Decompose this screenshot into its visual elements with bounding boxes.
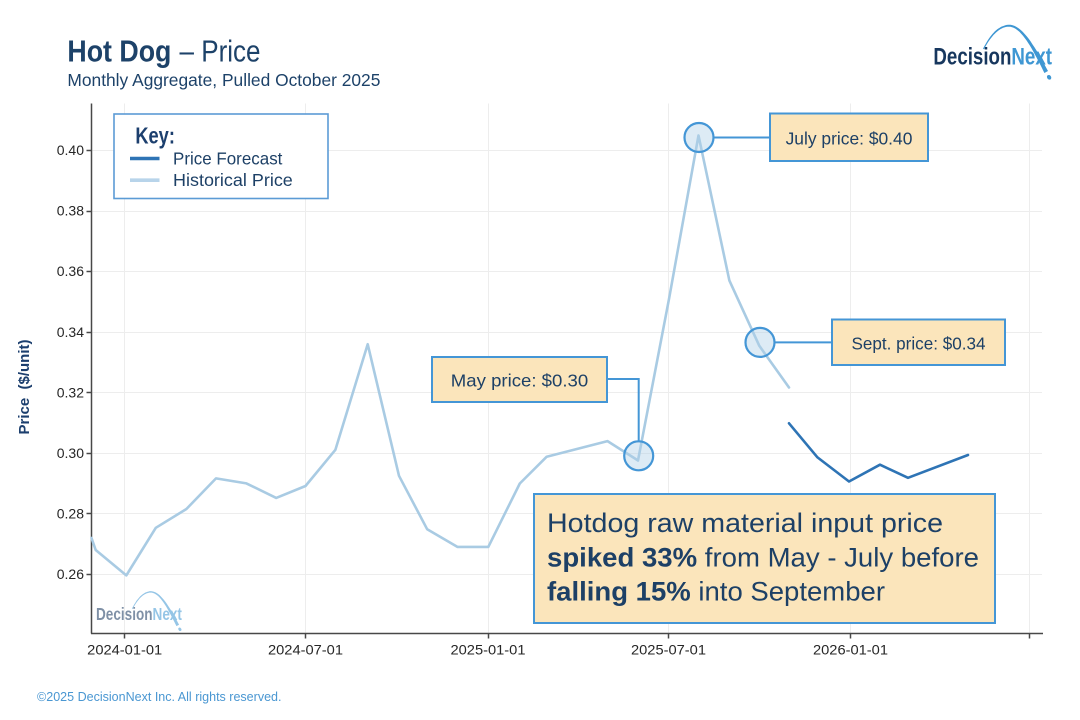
svg-text:Hot Dog: Hot Dog xyxy=(67,33,171,68)
svg-text:Monthly Aggregate, Pulled Octo: Monthly Aggregate, Pulled October 2025 xyxy=(67,70,380,90)
svg-text:0.28: 0.28 xyxy=(57,506,84,522)
svg-text:spiked 33% from May - July bef: spiked 33% from May - July before xyxy=(547,542,979,572)
svg-text:May price: $0.30: May price: $0.30 xyxy=(451,370,589,390)
svg-text:©2025 DecisionNext Inc. All ri: ©2025 DecisionNext Inc. All rights reser… xyxy=(37,689,282,704)
svg-text:0.38: 0.38 xyxy=(57,203,84,219)
svg-text:0.32: 0.32 xyxy=(57,384,84,400)
svg-text:0.40: 0.40 xyxy=(57,142,84,158)
svg-text:Price Forecast: Price Forecast xyxy=(173,148,283,168)
svg-text:July price: $0.40: July price: $0.40 xyxy=(786,128,913,148)
svg-text:2026-01-01: 2026-01-01 xyxy=(813,642,888,658)
svg-text:2025-01-01: 2025-01-01 xyxy=(451,642,526,658)
svg-text:0.36: 0.36 xyxy=(57,263,84,279)
svg-text:– Price: – Price xyxy=(180,33,261,68)
svg-text:falling 15% into September: falling 15% into September xyxy=(547,577,885,607)
svg-text:0.34: 0.34 xyxy=(57,324,84,340)
svg-text:Key:: Key: xyxy=(135,122,175,148)
svg-text:2025-07-01: 2025-07-01 xyxy=(631,642,706,658)
svg-text:Price ($/unit): Price ($/unit) xyxy=(16,339,33,434)
svg-text:Sept. price: $0.34: Sept. price: $0.34 xyxy=(852,334,986,354)
svg-text:Hotdog raw material input pric: Hotdog raw material input price xyxy=(547,508,943,538)
svg-text:2024-07-01: 2024-07-01 xyxy=(268,642,343,658)
svg-text:0.26: 0.26 xyxy=(57,566,84,582)
svg-text:2024-01-01: 2024-01-01 xyxy=(87,642,162,658)
svg-text:Historical Price: Historical Price xyxy=(173,170,293,190)
svg-text:0.30: 0.30 xyxy=(57,445,84,461)
